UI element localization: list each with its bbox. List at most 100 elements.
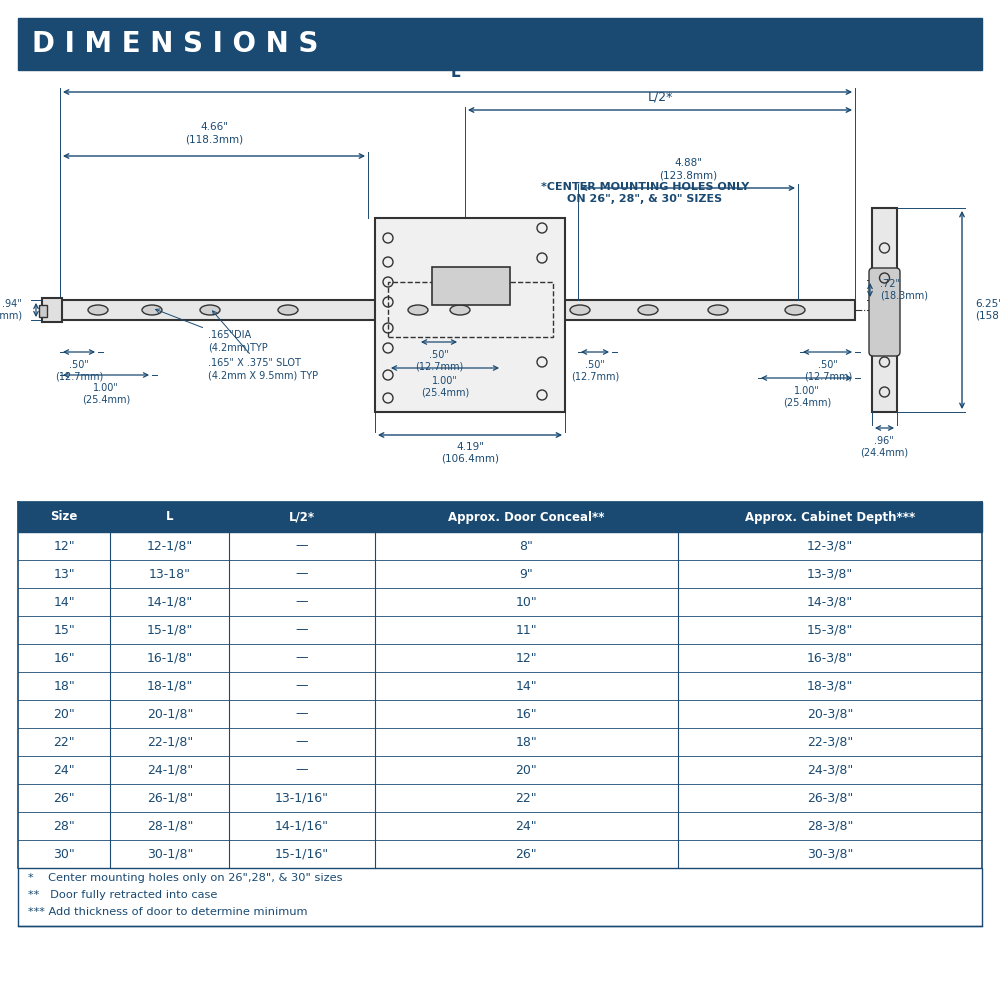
Bar [18, 700, 982, 728]
Bar [18, 868, 982, 926]
Text: —: — [296, 708, 308, 720]
Text: —: — [296, 568, 308, 580]
Text: 1.00"
(25.4mm): 1.00" (25.4mm) [783, 386, 831, 408]
Bar [18, 560, 982, 588]
Bar [18, 728, 982, 756]
Text: 12": 12" [53, 540, 75, 552]
Text: 15-3/8": 15-3/8" [807, 624, 853, 637]
Ellipse shape [638, 305, 658, 315]
Text: 20": 20" [53, 708, 75, 720]
Bar [18, 840, 982, 868]
Bar [18, 784, 982, 812]
Text: 6.25"
(158.7mm): 6.25" (158.7mm) [975, 299, 1000, 321]
Bar [18, 18, 982, 70]
Bar [872, 208, 897, 412]
Text: —: — [296, 736, 308, 748]
Text: .50"
(12.7mm): .50" (12.7mm) [804, 360, 852, 382]
Bar [39, 305, 47, 317]
Bar [18, 672, 982, 700]
Text: 30-1/8": 30-1/8" [147, 848, 193, 860]
Text: —: — [296, 595, 308, 608]
Text: 28-1/8": 28-1/8" [147, 820, 193, 832]
Bar [18, 644, 982, 672]
Text: 13-18": 13-18" [149, 568, 191, 580]
Bar [18, 756, 982, 784]
Text: 18-1/8": 18-1/8" [147, 680, 193, 692]
Text: 13-3/8": 13-3/8" [807, 568, 853, 580]
Bar [432, 267, 510, 305]
Bar [375, 218, 565, 412]
Text: 22-1/8": 22-1/8" [147, 736, 193, 748]
Text: 14": 14" [53, 595, 75, 608]
Text: .50"
(12.7mm): .50" (12.7mm) [571, 360, 619, 382]
Text: 18": 18" [516, 736, 537, 748]
Text: —: — [296, 540, 308, 552]
Text: .50"
(12.7mm): .50" (12.7mm) [415, 350, 463, 372]
Text: 30-3/8": 30-3/8" [807, 848, 853, 860]
Bar [18, 532, 982, 560]
Text: *** Add thickness of door to determine minimum: *** Add thickness of door to determine m… [28, 907, 308, 917]
Text: 15-1/8": 15-1/8" [147, 624, 193, 637]
Text: —: — [296, 680, 308, 692]
Ellipse shape [785, 305, 805, 315]
Text: 1.00"
(25.4mm): 1.00" (25.4mm) [82, 383, 130, 405]
Text: 22": 22" [53, 736, 75, 748]
Text: 24": 24" [516, 820, 537, 832]
Text: *CENTER MOUNTING HOLES ONLY
ON 26", 28", & 30" SIZES: *CENTER MOUNTING HOLES ONLY ON 26", 28",… [541, 182, 749, 204]
Text: Size: Size [51, 510, 78, 524]
Text: 26": 26" [516, 848, 537, 860]
Text: 26": 26" [53, 792, 75, 804]
Text: 24-1/8": 24-1/8" [147, 764, 193, 776]
Text: 26-3/8": 26-3/8" [807, 792, 853, 804]
Text: —: — [296, 764, 308, 776]
Ellipse shape [408, 305, 428, 315]
Text: .94"
(23.9mm): .94" (23.9mm) [0, 299, 22, 321]
Text: Approx. Door Conceal**: Approx. Door Conceal** [448, 510, 605, 524]
Text: 12-3/8": 12-3/8" [807, 540, 853, 552]
Text: *    Center mounting holes only on 26",28", & 30" sizes: * Center mounting holes only on 26",28",… [28, 873, 342, 883]
Bar [42, 298, 62, 322]
Text: 20-1/8": 20-1/8" [147, 708, 193, 720]
Text: .165" X .375" SLOT
(4.2mm X 9.5mm) TYP: .165" X .375" SLOT (4.2mm X 9.5mm) TYP [208, 311, 318, 380]
Bar [60, 300, 855, 320]
Text: 14-1/8": 14-1/8" [147, 595, 193, 608]
Text: 13-1/16": 13-1/16" [275, 792, 329, 804]
Text: 4.88"
(123.8mm): 4.88" (123.8mm) [659, 158, 717, 180]
Text: 24-3/8": 24-3/8" [807, 764, 853, 776]
Text: .165"DIA
(4.2mm)TYP: .165"DIA (4.2mm)TYP [156, 309, 268, 352]
Text: 18": 18" [53, 680, 75, 692]
Ellipse shape [88, 305, 108, 315]
Text: 16": 16" [53, 652, 75, 664]
Text: —: — [296, 624, 308, 637]
Text: 12-1/8": 12-1/8" [147, 540, 193, 552]
Text: 22-3/8": 22-3/8" [807, 736, 853, 748]
Bar [18, 616, 982, 644]
Text: 30": 30" [53, 848, 75, 860]
Text: 20": 20" [516, 764, 537, 776]
Text: **   Door fully retracted into case: ** Door fully retracted into case [28, 890, 217, 900]
Ellipse shape [142, 305, 162, 315]
Text: 14": 14" [516, 680, 537, 692]
Bar [18, 588, 982, 616]
Text: 13": 13" [53, 568, 75, 580]
Text: 11": 11" [516, 624, 537, 637]
Ellipse shape [200, 305, 220, 315]
Text: L: L [450, 65, 460, 80]
Ellipse shape [278, 305, 298, 315]
Text: .96"
(24.4mm): .96" (24.4mm) [860, 436, 908, 458]
Text: 9": 9" [520, 568, 533, 580]
Text: 14-1/16": 14-1/16" [275, 820, 329, 832]
Text: 16": 16" [516, 708, 537, 720]
Bar [18, 812, 982, 840]
Ellipse shape [708, 305, 728, 315]
Text: —: — [296, 652, 308, 664]
Text: 26-1/8": 26-1/8" [147, 792, 193, 804]
Text: .72"
(18.3mm): .72" (18.3mm) [880, 279, 928, 301]
Bar [388, 282, 553, 337]
Text: 28": 28" [53, 820, 75, 832]
Bar [18, 502, 982, 532]
Ellipse shape [450, 305, 470, 315]
Text: 4.19"
(106.4mm): 4.19" (106.4mm) [441, 442, 499, 464]
Text: 22": 22" [516, 792, 537, 804]
Text: 14-3/8": 14-3/8" [807, 595, 853, 608]
